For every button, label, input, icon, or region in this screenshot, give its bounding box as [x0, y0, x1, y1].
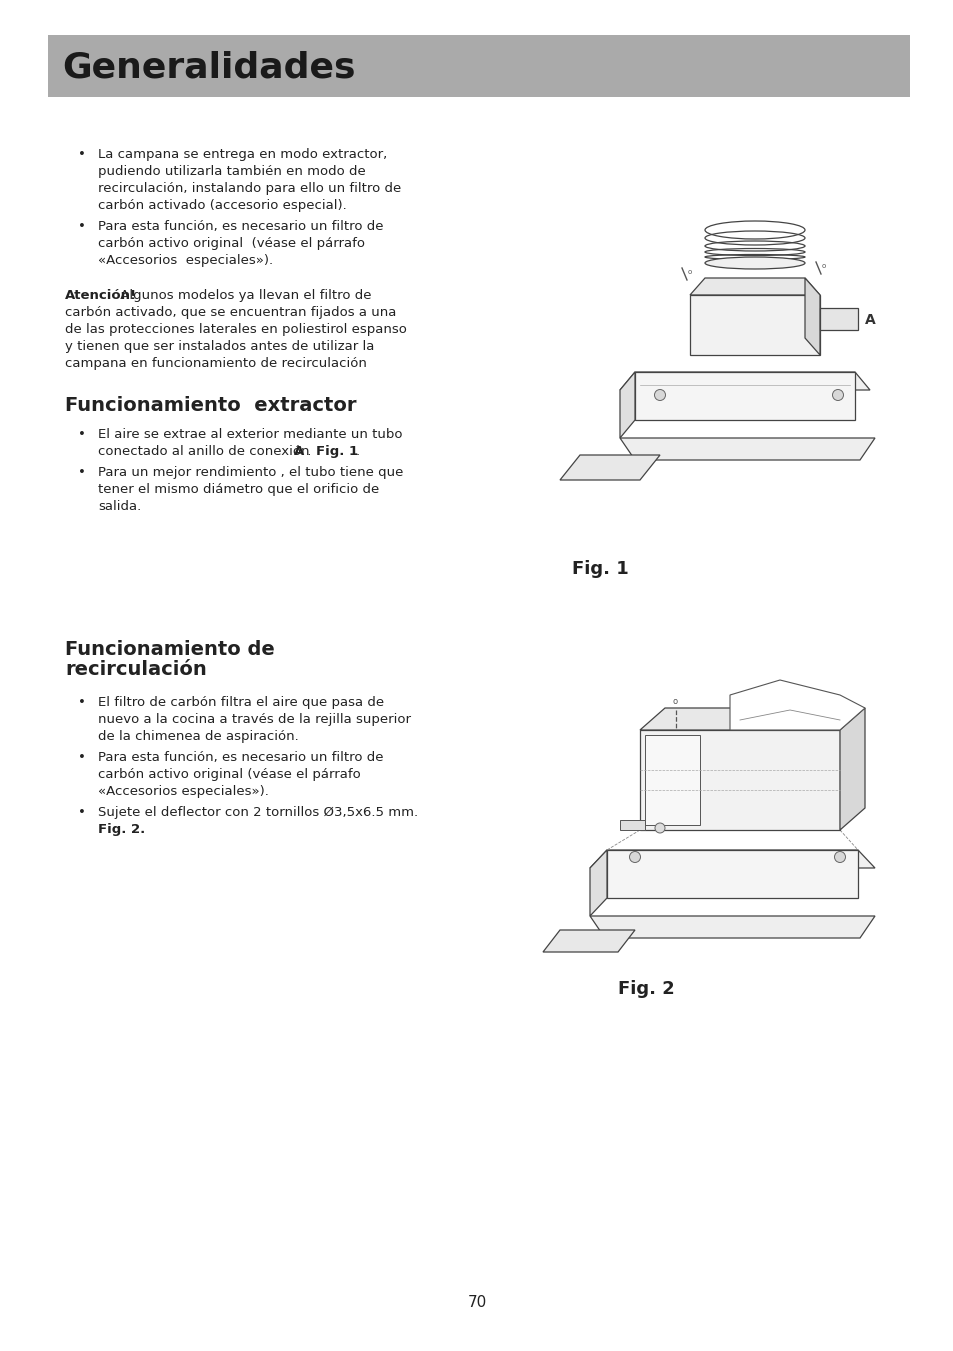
- Text: •: •: [78, 149, 86, 161]
- Text: o: o: [804, 697, 809, 707]
- Text: carbón activo original  (véase el párrafo: carbón activo original (véase el párrafo: [98, 236, 365, 250]
- Text: Fig. 2: Fig. 2: [618, 979, 674, 998]
- Polygon shape: [619, 438, 874, 459]
- Text: El filtro de carbón filtra el aire que pasa de: El filtro de carbón filtra el aire que p…: [98, 696, 384, 709]
- Circle shape: [654, 389, 665, 400]
- Text: o: o: [672, 697, 678, 707]
- Text: pudiendo utilizarla también en modo de: pudiendo utilizarla también en modo de: [98, 165, 365, 178]
- Circle shape: [834, 851, 844, 862]
- Text: •: •: [78, 466, 86, 480]
- Text: carbón activado, que se encuentran fijados a una: carbón activado, que se encuentran fijad…: [65, 305, 395, 319]
- Polygon shape: [589, 850, 874, 867]
- Text: 70: 70: [467, 1296, 486, 1310]
- Text: y tienen que ser instalados antes de utilizar la: y tienen que ser instalados antes de uti…: [65, 340, 374, 353]
- Polygon shape: [639, 730, 840, 830]
- Polygon shape: [542, 929, 635, 952]
- Text: El aire se extrae al exterior mediante un tubo: El aire se extrae al exterior mediante u…: [98, 428, 402, 440]
- Polygon shape: [589, 850, 606, 916]
- Text: Para esta función, es necesario un filtro de: Para esta función, es necesario un filtr…: [98, 751, 383, 765]
- Circle shape: [832, 389, 842, 400]
- Polygon shape: [589, 916, 874, 938]
- Circle shape: [655, 823, 664, 834]
- Text: carbón activado (accesorio especial).: carbón activado (accesorio especial).: [98, 199, 346, 212]
- Text: .: .: [355, 444, 359, 458]
- Text: Atención!: Atención!: [65, 289, 137, 303]
- Text: Fig. 1: Fig. 1: [571, 561, 628, 578]
- Circle shape: [629, 851, 639, 862]
- Text: recirculación: recirculación: [65, 661, 207, 680]
- Text: campana en funcionamiento de recirculación: campana en funcionamiento de recirculaci…: [65, 357, 367, 370]
- Text: .: .: [303, 444, 315, 458]
- Text: Generalidades: Generalidades: [62, 51, 355, 85]
- Polygon shape: [619, 372, 869, 390]
- Text: o: o: [687, 269, 692, 276]
- Polygon shape: [559, 455, 659, 480]
- Polygon shape: [820, 308, 857, 330]
- Ellipse shape: [704, 257, 804, 269]
- Text: Algunos modelos ya llevan el filtro de: Algunos modelos ya llevan el filtro de: [116, 289, 371, 303]
- Text: salida.: salida.: [98, 500, 141, 513]
- Text: Funcionamiento  extractor: Funcionamiento extractor: [65, 396, 356, 415]
- Text: A: A: [294, 444, 304, 458]
- Text: Fig. 1: Fig. 1: [315, 444, 357, 458]
- Text: «Accesorios especiales»).: «Accesorios especiales»).: [98, 785, 269, 798]
- Text: recirculación, instalando para ello un filtro de: recirculación, instalando para ello un f…: [98, 182, 401, 195]
- Text: Fig. 2.: Fig. 2.: [98, 823, 145, 836]
- Text: Sujete el deflector con 2 tornillos Ø3,5x6.5 mm.: Sujete el deflector con 2 tornillos Ø3,5…: [98, 807, 417, 819]
- Text: •: •: [78, 428, 86, 440]
- Polygon shape: [619, 372, 635, 438]
- Text: de las protecciones laterales en poliestirol espanso: de las protecciones laterales en poliest…: [65, 323, 406, 336]
- Text: •: •: [78, 696, 86, 709]
- Bar: [48, 35, 909, 97]
- Text: •: •: [78, 220, 86, 232]
- Polygon shape: [635, 372, 854, 420]
- Text: carbón activo original (véase el párrafo: carbón activo original (véase el párrafo: [98, 767, 360, 781]
- Polygon shape: [804, 278, 820, 355]
- Text: «Accesorios  especiales»).: «Accesorios especiales»).: [98, 254, 273, 267]
- Text: Para un mejor rendimiento , el tubo tiene que: Para un mejor rendimiento , el tubo tien…: [98, 466, 403, 480]
- Polygon shape: [639, 708, 864, 730]
- Polygon shape: [840, 708, 864, 830]
- Text: La campana se entrega en modo extractor,: La campana se entrega en modo extractor,: [98, 149, 387, 161]
- Text: conectado al anillo de conexión: conectado al anillo de conexión: [98, 444, 314, 458]
- Text: de la chimenea de aspiración.: de la chimenea de aspiración.: [98, 730, 298, 743]
- Polygon shape: [644, 735, 700, 825]
- Polygon shape: [619, 820, 644, 830]
- Polygon shape: [729, 680, 864, 730]
- Text: •: •: [78, 807, 86, 819]
- Text: Para esta función, es necesario un filtro de: Para esta función, es necesario un filtr…: [98, 220, 383, 232]
- Text: nuevo a la cocina a través de la rejilla superior: nuevo a la cocina a través de la rejilla…: [98, 713, 411, 725]
- Polygon shape: [689, 278, 820, 295]
- Polygon shape: [606, 850, 857, 898]
- Text: A: A: [864, 313, 875, 327]
- Text: •: •: [78, 751, 86, 765]
- Text: o: o: [821, 263, 825, 269]
- Text: Funcionamiento de: Funcionamiento de: [65, 640, 274, 659]
- Polygon shape: [689, 295, 820, 355]
- Text: tener el mismo diámetro que el orificio de: tener el mismo diámetro que el orificio …: [98, 484, 379, 496]
